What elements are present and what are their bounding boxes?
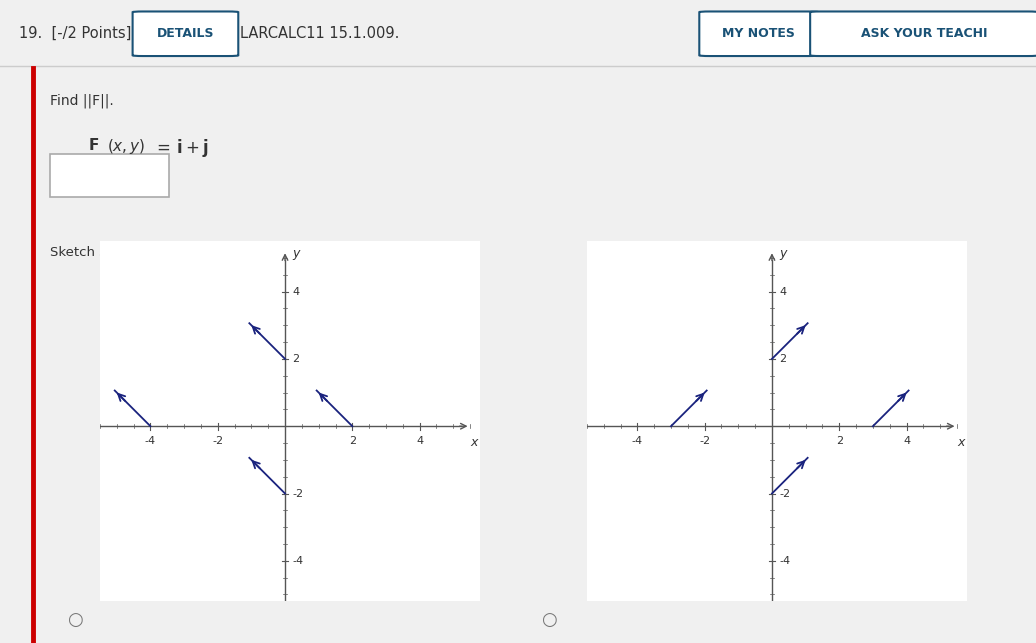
Text: 4: 4 <box>416 437 423 446</box>
Text: -2: -2 <box>212 437 224 446</box>
Text: 4: 4 <box>292 287 299 296</box>
Text: ASK YOUR TEACHI: ASK YOUR TEACHI <box>861 27 987 41</box>
Text: 4: 4 <box>903 437 910 446</box>
Text: -2: -2 <box>292 489 304 498</box>
Text: 2: 2 <box>836 437 843 446</box>
Text: 2: 2 <box>349 437 356 446</box>
Text: $\mathbf{F}$: $\mathbf{F}$ <box>88 136 99 152</box>
Text: y: y <box>292 247 299 260</box>
Text: 2: 2 <box>779 354 786 364</box>
Text: ○: ○ <box>66 611 83 629</box>
Text: -4: -4 <box>145 437 156 446</box>
Text: x: x <box>957 436 965 449</box>
Text: -2: -2 <box>699 437 711 446</box>
Text: MY NOTES: MY NOTES <box>722 27 795 41</box>
Text: -4: -4 <box>632 437 643 446</box>
Text: -4: -4 <box>779 556 790 566</box>
Text: -4: -4 <box>292 556 304 566</box>
Text: 2: 2 <box>292 354 299 364</box>
Text: ○: ○ <box>541 611 557 629</box>
Text: LARCALC11 15.1.009.: LARCALC11 15.1.009. <box>240 26 400 41</box>
Text: DETAILS: DETAILS <box>156 27 214 41</box>
Text: y: y <box>779 247 786 260</box>
Text: Find ||F||.: Find ||F||. <box>50 93 114 108</box>
Text: x: x <box>470 436 478 449</box>
Bar <box>50 154 169 197</box>
Text: Sketch several representative vectors in the vector field.: Sketch several representative vectors in… <box>50 246 430 259</box>
FancyBboxPatch shape <box>699 12 818 56</box>
FancyBboxPatch shape <box>133 12 238 56</box>
Text: 19.  [-/2 Points]: 19. [-/2 Points] <box>19 26 131 41</box>
Text: 4: 4 <box>779 287 786 296</box>
Text: $(x, y)$: $(x, y)$ <box>107 136 145 156</box>
Text: $= \,\mathbf{i} + \mathbf{j}$: $= \,\mathbf{i} + \mathbf{j}$ <box>153 136 209 159</box>
FancyBboxPatch shape <box>810 12 1036 56</box>
Text: -2: -2 <box>779 489 790 498</box>
